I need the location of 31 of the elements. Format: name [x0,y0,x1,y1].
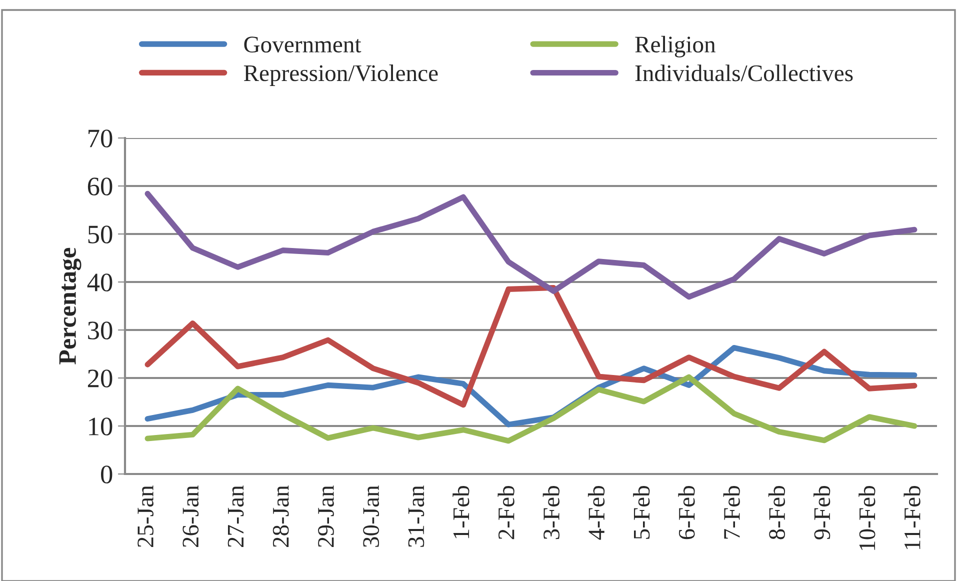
x-tick-label: 6-Feb [678,486,695,540]
x-tick-label: 11-Feb [904,486,920,550]
x-tick-label: 7-Feb [723,486,740,539]
y-axis-title: Percentage [59,248,82,364]
legend-label: Repression/Violence [244,64,438,86]
x-tick-label: 9-Feb [814,486,830,540]
x-tick-label: 28-Jan [272,485,289,548]
legend-label: Religion [635,36,716,58]
x-tick-label: 25-Jan [138,485,154,548]
x-tick-label: 29-Jan [318,485,334,548]
x-tick-label: 3-Feb [542,486,560,540]
x-tick-label: 8-Feb [768,486,786,540]
x-tick-label: 1-Feb [452,486,470,538]
y-tick-label: 30 [88,322,112,340]
y-tick-label: 0 [101,466,112,484]
x-tick-label: 31-Jan [408,485,424,547]
y-tick-label: 50 [88,226,112,244]
x-tick-label: 27-Jan [228,485,244,548]
y-tick-label: 40 [87,274,112,292]
x-tick-label: 2-Feb [498,486,514,540]
legend-label: Government [244,36,362,53]
y-tick-label: 20 [88,370,112,388]
y-tick-label: 70 [88,130,112,148]
y-tick-label: 10 [89,418,112,436]
legend-label: Individuals/Collectives [635,64,853,82]
x-tick-label: 26-Jan [182,485,199,548]
x-tick-label: 30-Jan [363,485,380,547]
y-tick-label: 60 [88,178,112,196]
x-tick-label: 5-Feb [633,486,650,539]
x-tick-label: 10-Feb [858,486,876,550]
x-tick-label: 4-Feb [588,486,605,540]
